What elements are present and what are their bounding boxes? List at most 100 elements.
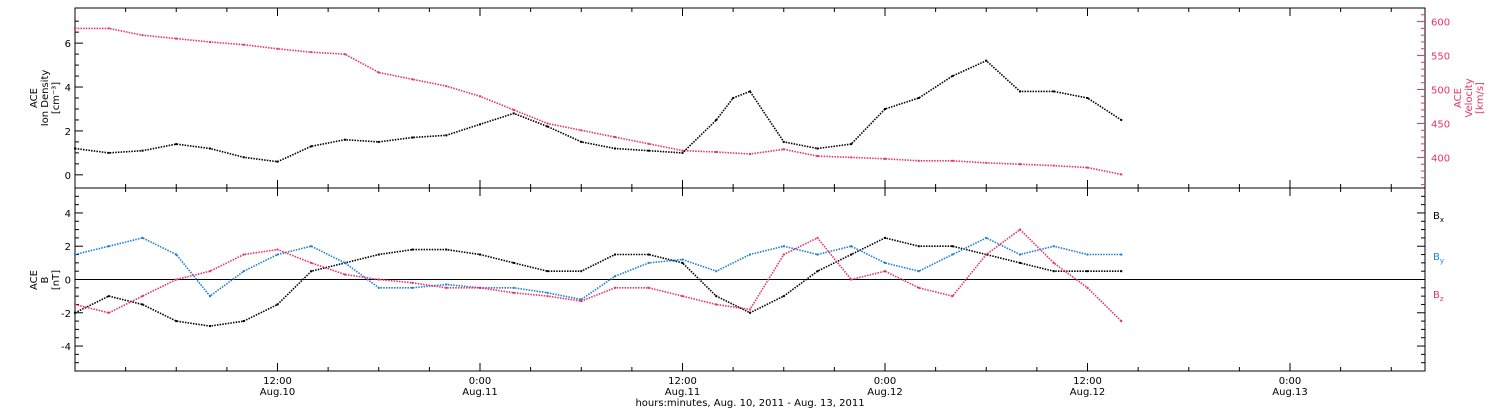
by-series-point [917,270,920,273]
velocity-series-point [1086,166,1089,169]
by-series-point [512,286,515,289]
bx-series-point [816,270,819,273]
y-tick-label-bottom: 4 [65,209,71,220]
legend-subscript: x [1440,216,1444,224]
velocity-series-point [310,51,313,54]
by-series-point [985,236,988,239]
bz-series-point [816,236,819,239]
velocity-series-point [546,122,549,125]
by-series-point [647,261,650,264]
bz-series-point [209,270,211,273]
ion-density-axis-label: ACE Ion Density [cm⁻³] [29,70,62,127]
density-series-point [1052,90,1055,93]
ion-density-axis-label-line: [cm⁻³] [51,82,62,114]
velocity-series-point [1120,173,1123,176]
velocity-series-point [647,142,650,145]
velocity-series-point [1052,164,1055,167]
x-tick-label-date: Aug.11 [462,387,497,398]
y-tick-label-right-top: 500 [1431,86,1450,97]
by-series-point [749,253,751,256]
bx-series-point [276,303,279,306]
velocity-axis-label-line: Velocity [1464,78,1475,117]
by-series-point [614,275,616,278]
bz-series-point [175,278,178,281]
density-series-point [681,151,684,154]
velocity-series-point [884,157,886,160]
bz-series-point [107,311,110,314]
bx-series-point [1086,270,1089,273]
bz-series-point [884,270,886,273]
bz-series-point [681,295,684,298]
legend-subscript: y [1440,257,1444,265]
y-tick-label-right-top: 450 [1431,119,1450,130]
x-tick-label-time: 12:00 [668,376,697,387]
bz-series-point [512,291,515,294]
bz-series-point [749,308,751,311]
ion-density-axis-label-line: ACE [29,88,40,108]
density-series-point [512,112,515,115]
bz-series-point [1019,228,1021,231]
velocity-series-point [816,155,819,158]
density-series-point [107,151,110,154]
density-series-point [951,75,954,78]
top-panel: 0 2 4 6 400 450 500 550 600 [65,7,1450,189]
y-tick-label-bottom: -4 [61,342,71,353]
bz-series-point [479,286,481,289]
bz-series-point [310,261,313,264]
bx-series-trace [74,237,1122,327]
bx-series-point [614,253,616,256]
bx-series-point [74,311,76,314]
density-series-trace [74,59,1122,163]
density-series-point [580,140,583,143]
density-series-point [715,118,718,121]
velocity-series-point [445,85,448,88]
by-series-point [1052,245,1055,248]
density-series-point [1120,118,1123,121]
velocity-series-point [512,108,515,111]
by-series-point [782,245,785,248]
by-series-point [546,291,549,294]
bx-series-point [884,236,886,239]
y-tick-label-bottom: 2 [65,242,71,253]
bx-series-point [377,253,380,256]
bz-series-point [614,286,616,289]
density-series-point [816,147,819,150]
density-series-point [310,145,313,148]
bx-series-point [681,261,684,264]
x-tick-label-time: 0:00 [469,376,491,387]
x-tick-label-time: 12:00 [1073,376,1102,387]
by-series-point [1086,253,1089,256]
density-series-point [546,125,549,128]
bx-series-point [951,245,954,248]
by-series-point [175,253,178,256]
by-series-point [377,286,380,289]
velocity-series-point [850,156,853,159]
bx-series-point [580,270,583,273]
velocity-series-point [580,129,583,132]
y-tick-label-bottom: 0 [65,276,71,287]
density-series-point [850,143,853,146]
by-series-point [1019,253,1021,256]
by-series-point [107,245,110,248]
by-series-point [209,295,211,298]
y-tick-label-left-top: 4 [65,83,71,94]
x-tick-label-time: 0:00 [874,376,896,387]
y-tick-label-right-top: 600 [1431,18,1450,29]
bx-series-point [1019,261,1021,264]
bx-series-point [647,253,650,256]
legend-bz: Bz [1433,290,1444,303]
bz-series-point [411,281,414,284]
bx-series-point [411,248,414,251]
bx-series-point [850,253,853,256]
x-tick-label-date: Aug.10 [260,387,295,398]
bx-series-point [1052,270,1055,273]
by-series-point [310,245,313,248]
legend-bx: Bx [1433,211,1444,224]
bx-series-point [715,295,718,298]
magnetic-field-axis-label-line: B [40,276,51,283]
bz-series-point [242,253,245,256]
bx-series-point [445,248,448,251]
bz-series-point [1120,320,1123,323]
